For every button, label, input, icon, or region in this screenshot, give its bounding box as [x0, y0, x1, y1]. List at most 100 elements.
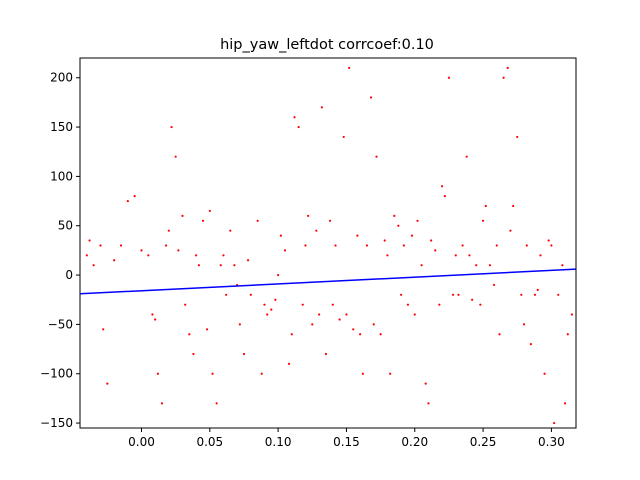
x-tick-label: 0.15	[333, 435, 360, 449]
scatter-point	[307, 214, 310, 217]
scatter-point	[416, 219, 419, 222]
plot-frame	[79, 57, 577, 429]
scatter-point	[461, 244, 464, 247]
scatter-point	[246, 259, 250, 262]
scatter-point	[570, 313, 574, 316]
y-tick-label: 0	[65, 268, 73, 282]
scatter-point	[484, 204, 487, 208]
scatter-point	[365, 244, 369, 247]
scatter-point	[88, 239, 91, 242]
scatter-point	[451, 293, 455, 296]
scatter-point	[164, 244, 168, 247]
scatter-point	[106, 382, 109, 385]
scatter-point	[536, 288, 539, 291]
scatter-point	[320, 106, 323, 109]
scatter-point	[167, 229, 170, 232]
scatter-point	[225, 293, 228, 296]
scatter-point	[328, 219, 332, 222]
scatter-point	[290, 333, 293, 336]
scatter-point	[402, 244, 405, 247]
scatter-point	[465, 155, 468, 158]
scatter-point	[539, 254, 542, 257]
scatter-point	[324, 352, 328, 356]
scatter-point	[352, 328, 355, 331]
scatter-point	[520, 293, 523, 296]
scatter-point	[126, 199, 129, 203]
x-tick-label: 0.20	[401, 435, 428, 449]
scatter-point	[181, 214, 184, 217]
y-tick-label: 50	[58, 219, 73, 233]
scatter-point	[201, 219, 205, 222]
scatter-point	[516, 135, 519, 139]
scatter-point	[233, 264, 236, 267]
y-tick-label: 150	[50, 120, 73, 134]
scatter-point	[184, 303, 187, 306]
x-tick-label: 0.25	[470, 435, 497, 449]
chart-title: hip_yaw_leftdot corrcoef:0.10	[220, 37, 434, 53]
scatter-point	[331, 303, 334, 306]
scatter-point	[547, 239, 550, 242]
scatter-point	[279, 234, 282, 237]
scatter-point	[393, 214, 396, 217]
scatter-point	[509, 229, 512, 232]
scatter-point	[177, 249, 180, 252]
scatter-point	[102, 328, 105, 331]
scatter-point	[468, 254, 471, 257]
scatter-point	[397, 224, 400, 227]
scatter-point	[283, 249, 287, 252]
scatter-point	[525, 244, 528, 247]
scatter-point	[475, 264, 478, 267]
scatter-point	[174, 155, 177, 158]
scatter-point	[338, 318, 341, 321]
scatter-point	[219, 264, 222, 267]
scatter-point	[211, 372, 214, 375]
scatter-point	[438, 303, 441, 306]
scatter-point	[427, 402, 430, 405]
scatter-point	[315, 229, 318, 232]
scatter-point	[208, 209, 211, 213]
scatter-point	[529, 343, 533, 346]
scatter-point	[345, 313, 348, 316]
scatter-point	[140, 249, 143, 252]
scatter-point	[383, 239, 386, 242]
scatter-point	[550, 244, 553, 247]
scatter-point	[293, 116, 296, 119]
scatter-point	[498, 333, 501, 336]
scatter-point	[99, 244, 102, 247]
scatter-point	[440, 185, 444, 188]
scatter-point	[277, 273, 280, 277]
scatter-point	[457, 293, 460, 296]
scatter-point	[256, 219, 259, 222]
scatter-point	[424, 382, 427, 385]
scatter-point	[154, 318, 157, 321]
scatter-point	[304, 244, 307, 247]
scatter-point	[192, 352, 195, 356]
y-axis-ticks: −150 −100 −50 0 50 100 150 200	[40, 71, 80, 430]
scatter-point	[170, 125, 173, 129]
scatter-point	[359, 333, 362, 336]
scatter-point	[561, 264, 564, 267]
scatter-point	[342, 135, 345, 139]
scatter-point	[287, 362, 291, 365]
scatter-point	[215, 402, 218, 405]
scatter-point	[543, 372, 546, 375]
scatter-point	[522, 323, 526, 326]
scatter-point	[420, 264, 423, 267]
scatter-point	[222, 254, 225, 257]
scatter-point	[301, 303, 304, 306]
scatter-point	[242, 352, 246, 356]
x-tick-label: 0.30	[538, 435, 565, 449]
scatter-point	[348, 66, 351, 69]
scatter-point	[156, 372, 159, 375]
scatter-point	[260, 372, 263, 375]
y-tick-label: −150	[40, 416, 73, 430]
regression-line-group	[80, 268, 576, 295]
x-tick-label: 0.00	[128, 435, 155, 449]
scatter-point	[413, 313, 416, 316]
scatter-point	[263, 303, 266, 306]
scatter-point	[495, 244, 498, 247]
scatter-point	[274, 298, 277, 301]
scatter-point	[147, 254, 150, 257]
y-tick-label: 100	[50, 169, 73, 183]
